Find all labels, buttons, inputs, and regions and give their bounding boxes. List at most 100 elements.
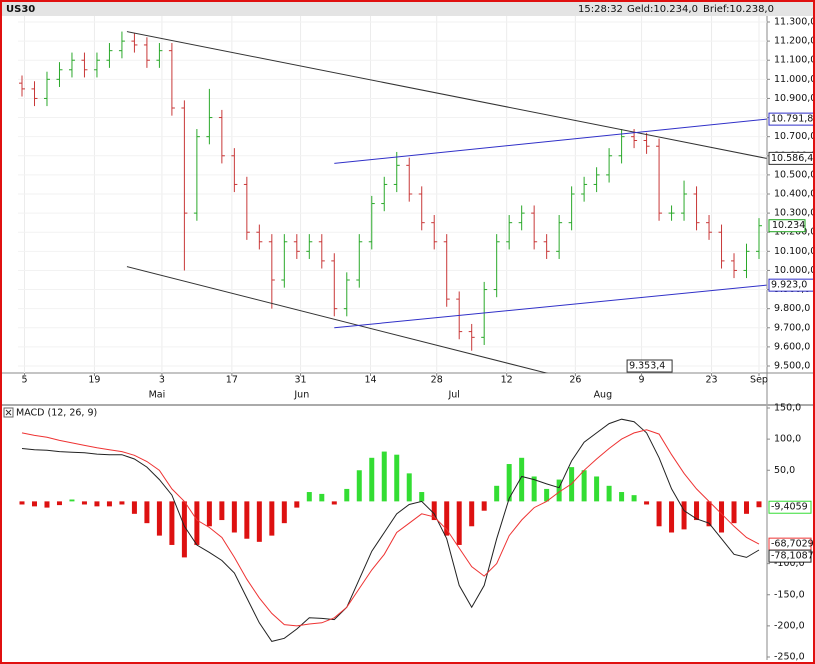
histogram-bar — [369, 457, 375, 502]
histogram-bar — [119, 501, 125, 505]
histogram-bar — [194, 501, 200, 545]
line-label: 10.791,8 — [771, 114, 813, 125]
x-tick-label: 12 — [501, 375, 513, 386]
y-tick-label: 10.300,0 — [774, 208, 813, 219]
x-tick-label: 9 — [639, 375, 645, 386]
symbol: US30 — [6, 4, 35, 15]
time: 15:28:32 — [578, 4, 623, 15]
macd-line — [21, 429, 760, 627]
histogram-bar — [481, 501, 487, 511]
y-tick-label: 10.500,0 — [774, 169, 813, 180]
histogram-bar — [581, 470, 587, 502]
x-tick-label: 26 — [569, 375, 581, 386]
y-tick-label: 9.700,0 — [774, 322, 810, 333]
value-label-box — [768, 549, 812, 563]
histogram-bar — [106, 501, 112, 507]
value-label-box — [768, 500, 812, 514]
y-tick-label: 10.900,0 — [774, 93, 813, 104]
histogram-bar — [506, 464, 512, 502]
line-label-box — [768, 112, 813, 126]
histogram-bar — [281, 501, 287, 524]
month-label: Jun — [293, 390, 309, 401]
close-icon-x — [5, 409, 12, 416]
trend-line — [126, 31, 767, 159]
ask: Brief:10.238,0 — [703, 4, 774, 15]
histogram-bar — [394, 454, 400, 502]
histogram-bar — [331, 501, 337, 505]
trend-line — [334, 118, 767, 164]
histogram-bar — [356, 470, 362, 502]
histogram-bar — [269, 501, 275, 536]
histogram-bar — [156, 501, 162, 536]
histogram-bar — [606, 485, 612, 502]
histogram-bar — [94, 501, 100, 507]
histogram-bar — [181, 501, 187, 558]
histogram-bar — [56, 501, 62, 506]
histogram-bar — [681, 501, 687, 530]
month-label: Aug — [594, 390, 613, 401]
month-label: Jul — [447, 390, 459, 401]
y-tick-label: 50,0 — [774, 465, 795, 476]
histogram-bar — [31, 501, 37, 507]
histogram-bar — [206, 501, 212, 527]
y-tick-label: 10.100,0 — [774, 246, 813, 257]
histogram-bar — [631, 495, 637, 502]
histogram-bar — [219, 501, 225, 521]
y-tick-label: 11.000,0 — [774, 74, 813, 85]
histogram-bar — [319, 493, 325, 502]
histogram-bar — [444, 501, 450, 536]
line-label-box — [626, 359, 673, 373]
histogram-bar — [669, 501, 675, 533]
histogram-bar — [519, 457, 525, 502]
histogram-bar — [719, 501, 725, 533]
y-tick-label: 150,0 — [774, 403, 801, 414]
line-label: 10.586,4 — [771, 153, 813, 164]
x-tick-label: 28 — [431, 375, 443, 386]
value-label: -68,7029 — [771, 539, 813, 550]
histogram-bar — [69, 499, 75, 502]
y-tick-label: 10.000,0 — [774, 265, 813, 276]
histogram-bar — [256, 501, 262, 542]
last-price-box — [768, 219, 806, 233]
histogram-bar — [619, 492, 625, 502]
macd-plot — [19, 418, 762, 642]
trend-line — [334, 284, 767, 329]
histogram-bar — [169, 501, 175, 545]
y-tick-label: 11.200,0 — [774, 36, 813, 47]
line-label: 9.923,0 — [771, 280, 807, 291]
histogram-bar — [531, 476, 537, 502]
histogram-bar — [694, 501, 700, 521]
histogram-bar — [706, 501, 712, 527]
last-price-label: 10.234 — [772, 220, 805, 231]
x-tick-label: 23 — [705, 375, 717, 386]
histogram-bar — [344, 488, 350, 502]
histogram-bar — [244, 501, 250, 539]
histogram-bar — [431, 501, 437, 521]
y-tick-label: 10.400,0 — [774, 189, 813, 200]
y-tick-label: 11.100,0 — [774, 55, 813, 66]
histogram-bar — [656, 501, 662, 527]
histogram-bar — [644, 501, 650, 505]
histogram-bar — [744, 501, 750, 514]
histogram-bar — [81, 501, 87, 505]
x-tick-label: Sep — [750, 375, 768, 386]
histogram-bar — [456, 501, 462, 545]
histogram-bar — [594, 476, 600, 502]
y-tick-label: -100,0 — [774, 558, 805, 569]
bid: Geld:10.234,0 — [627, 4, 698, 15]
x-tick-label: 17 — [226, 375, 238, 386]
trend-line — [126, 266, 549, 373]
histogram-bar — [306, 492, 312, 502]
y-tick-label: 11.300,0 — [774, 17, 813, 28]
histogram-bar — [19, 501, 25, 505]
price-plot — [18, 16, 767, 373]
y-tick-label: 9.800,0 — [774, 303, 810, 314]
histogram-bar — [756, 501, 762, 508]
macd-line — [21, 418, 760, 642]
y-tick-label: 100,0 — [774, 434, 801, 445]
line-label: 9.353,4 — [629, 361, 665, 372]
x-tick-label: 31 — [295, 375, 307, 386]
value-label: -78,1087 — [771, 551, 813, 562]
